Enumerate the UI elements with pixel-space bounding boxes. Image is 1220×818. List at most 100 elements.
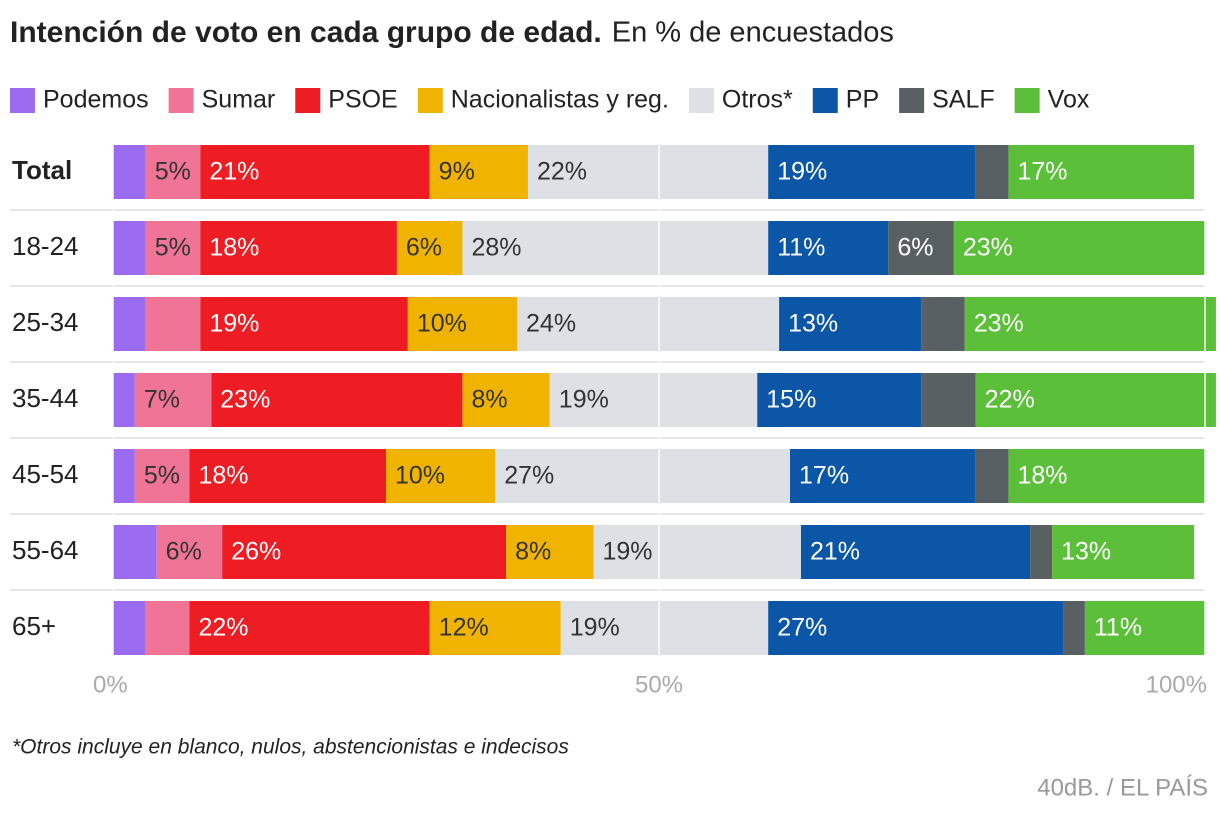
bar-segment xyxy=(1084,601,1205,655)
bar-segment xyxy=(134,449,190,503)
bar-segment xyxy=(200,221,397,275)
legend-label: PSOE xyxy=(328,86,397,114)
data-label: 8% xyxy=(515,538,551,566)
bar-segment xyxy=(113,373,135,427)
data-label: 21% xyxy=(209,158,259,186)
data-label: 19% xyxy=(209,310,259,338)
bar-segment xyxy=(211,373,463,427)
bar-segment xyxy=(156,525,223,579)
data-label: 6% xyxy=(406,234,442,262)
y-tick-label: 35-44 xyxy=(12,383,79,413)
chart-title: Intención de voto en cada grupo de edad. xyxy=(10,16,602,49)
y-tick-label: 18-24 xyxy=(12,231,79,261)
bar-segment xyxy=(429,601,561,655)
bar-segment xyxy=(200,145,430,199)
data-label: 18% xyxy=(1017,462,1067,490)
data-label: 19% xyxy=(570,614,620,642)
bar-segment xyxy=(113,145,146,199)
data-label: 23% xyxy=(220,386,270,414)
bar-segment xyxy=(462,373,550,427)
bar-segment xyxy=(921,297,965,351)
bar-segment xyxy=(975,145,1009,199)
data-label: 17% xyxy=(1017,158,1067,186)
source: 40dB. / EL PAÍS xyxy=(1037,774,1208,801)
data-label: 11% xyxy=(777,234,825,262)
data-label: 19% xyxy=(777,158,827,186)
y-tick-label: 25-34 xyxy=(12,307,79,337)
bar-segment xyxy=(506,525,594,579)
data-label: 13% xyxy=(788,310,838,338)
data-label: 9% xyxy=(439,158,475,186)
legend-label: Nacionalistas y reg. xyxy=(451,86,669,114)
legend-label: SALF xyxy=(932,86,995,114)
bar-segment xyxy=(407,297,518,351)
data-label: 5% xyxy=(155,158,191,186)
chart-subtitle: En % de encuestados xyxy=(612,17,894,49)
legend-swatch xyxy=(812,88,838,113)
legend-swatch xyxy=(295,88,321,113)
bar-segment xyxy=(953,221,1205,275)
data-label: 10% xyxy=(395,462,445,490)
bar-segment xyxy=(429,145,528,199)
bar-segment xyxy=(200,297,408,351)
legend-label: Vox xyxy=(1048,86,1090,114)
y-tick-label: Total xyxy=(12,155,72,185)
data-label: 19% xyxy=(602,538,652,566)
bar-segment xyxy=(396,221,463,275)
bar-segment xyxy=(790,449,976,503)
bar-segment xyxy=(1063,601,1085,655)
data-label: 6% xyxy=(897,234,933,262)
legend-label: Podemos xyxy=(43,86,149,114)
bar-segment xyxy=(757,373,922,427)
data-label: 21% xyxy=(810,538,860,566)
bar-segment xyxy=(113,601,146,655)
data-label: 17% xyxy=(799,462,849,490)
x-tick-label: 0% xyxy=(93,671,128,698)
legend-swatch xyxy=(10,88,35,113)
data-label: 5% xyxy=(155,234,191,262)
bar-segment xyxy=(222,525,507,579)
bar-segment xyxy=(145,297,201,351)
data-label: 5% xyxy=(144,462,180,490)
data-label: 10% xyxy=(417,310,467,338)
bar-segment xyxy=(1052,525,1195,579)
legend-label: Sumar xyxy=(202,86,276,114)
bar-segment xyxy=(888,221,954,275)
bar-segment xyxy=(921,373,976,427)
bar-segment xyxy=(800,525,1031,579)
data-label: 8% xyxy=(471,386,507,414)
bar-segment xyxy=(113,525,157,579)
data-label: 13% xyxy=(1061,538,1111,566)
y-tick-label: 55-64 xyxy=(12,535,79,565)
data-label: 23% xyxy=(963,234,1013,262)
bar-segment xyxy=(462,221,769,275)
data-label: 24% xyxy=(526,310,576,338)
legend-label: Otros* xyxy=(722,86,793,114)
data-label: 18% xyxy=(209,234,259,262)
bar-segment xyxy=(527,145,769,199)
data-label: 27% xyxy=(504,462,554,490)
bar-segment xyxy=(113,297,146,351)
bar-segment xyxy=(517,297,780,351)
bar-segment xyxy=(1008,449,1205,503)
x-tick-label: 100% xyxy=(1146,671,1207,698)
data-label: 22% xyxy=(198,614,248,642)
bar-segment xyxy=(134,373,212,427)
y-tick-label: 45-54 xyxy=(12,459,79,489)
bar-segment xyxy=(1008,145,1195,199)
legend-label: PP xyxy=(846,86,879,114)
data-label: 12% xyxy=(439,614,489,642)
bar-segment xyxy=(975,449,1009,503)
data-label: 7% xyxy=(144,386,180,414)
legend-swatch xyxy=(417,88,443,113)
data-label: 26% xyxy=(231,538,281,566)
data-label: 23% xyxy=(974,310,1024,338)
bar-segment xyxy=(768,221,889,275)
legend-swatch xyxy=(168,88,194,113)
bar-segment xyxy=(768,601,1064,655)
legend-swatch xyxy=(688,88,714,113)
bar-segment xyxy=(779,297,922,351)
bar-segment xyxy=(495,449,791,503)
data-label: 22% xyxy=(537,158,587,186)
